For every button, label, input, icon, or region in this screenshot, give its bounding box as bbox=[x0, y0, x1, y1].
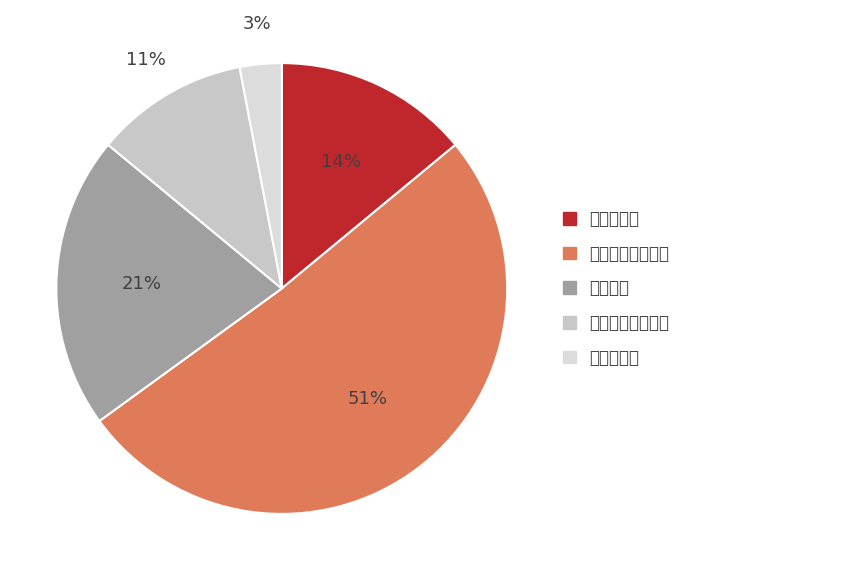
Text: 21%: 21% bbox=[122, 275, 162, 293]
Text: 51%: 51% bbox=[348, 390, 388, 408]
Text: 14%: 14% bbox=[322, 153, 362, 171]
Wedge shape bbox=[100, 145, 507, 514]
Text: 11%: 11% bbox=[127, 51, 166, 69]
Wedge shape bbox=[282, 63, 455, 288]
Wedge shape bbox=[56, 145, 282, 421]
Text: 3%: 3% bbox=[243, 14, 271, 33]
Wedge shape bbox=[108, 67, 282, 288]
Legend: 増加させる, 僅かに増加させる, 増減なし, 僅かに減少させる, 減少させる: 増加させる, 僅かに増加させる, 増減なし, 僅かに減少させる, 減少させる bbox=[555, 202, 678, 375]
Wedge shape bbox=[239, 63, 282, 288]
